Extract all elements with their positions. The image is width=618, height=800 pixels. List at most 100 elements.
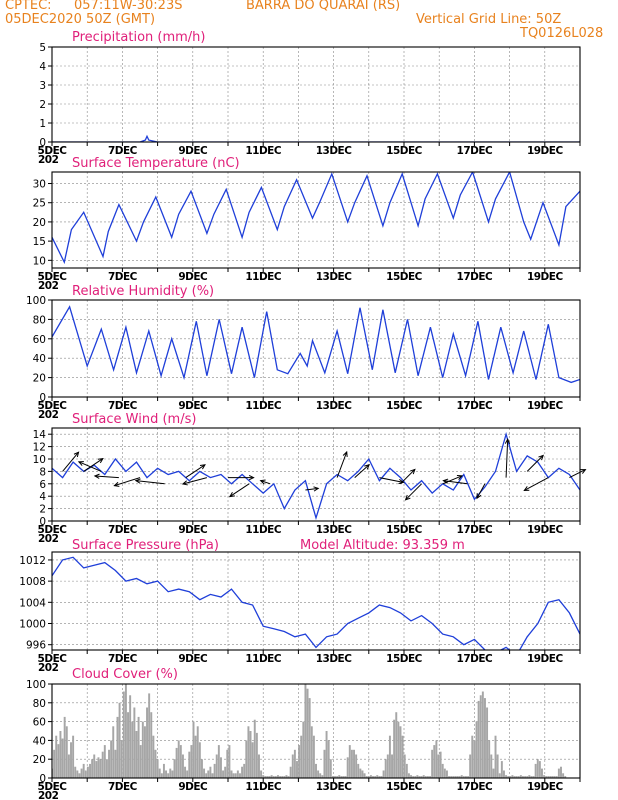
- panel-6-xtick-label: 17DEC: [457, 781, 494, 793]
- panel-6-bar: [346, 757, 349, 778]
- panel-1-series-line: [52, 134, 580, 142]
- panel-6-bar: [315, 763, 317, 778]
- panel-6-bar: [72, 735, 75, 778]
- panel-4-wind-arrowhead: [134, 478, 141, 484]
- panel-6-bar: [114, 749, 117, 778]
- panel-6-bar: [93, 754, 96, 778]
- panel-6-bar: [513, 776, 516, 778]
- panel-3-ytick-label: 0: [39, 392, 46, 404]
- panel-6-bar: [236, 770, 239, 778]
- panel-1-xtick-label: 19DEC: [527, 145, 564, 157]
- panel-4-wind-vector: [78, 461, 102, 472]
- panel-4-wind-vector: [83, 458, 104, 472]
- panel-6-bar: [289, 766, 292, 778]
- panel-5-ytick-label: 1012: [19, 555, 46, 567]
- panel-6-bar: [105, 759, 108, 778]
- panel-4-frame: [51, 427, 581, 522]
- panel-6-bar: [272, 776, 275, 778]
- panel-6-bar: [426, 776, 429, 778]
- panel-4-wind-arrowhead: [181, 480, 188, 486]
- panel-6-bar: [522, 776, 524, 778]
- panel-6-bar: [532, 776, 535, 778]
- panel-6-bar: [165, 770, 168, 778]
- panel-4-ytick-label: 8: [39, 466, 46, 478]
- panel-6-bar: [99, 759, 102, 778]
- panel-6-bar: [181, 754, 184, 778]
- panel-4-wind-vector: [229, 483, 250, 498]
- panel-6-bar: [378, 776, 381, 778]
- panel-6-bar: [336, 776, 339, 778]
- panel-6-bar: [452, 776, 455, 778]
- panel-6-bar: [80, 768, 83, 778]
- panel-6-bar: [86, 766, 89, 778]
- panel-4-wind-vector: [305, 487, 319, 491]
- panel-6-bar: [557, 768, 560, 778]
- panel-6-bar: [410, 775, 413, 778]
- panel-6-bar: [76, 770, 79, 778]
- panel-6-bar: [494, 735, 497, 778]
- panel-4-xtick-label: 7DEC: [108, 524, 138, 536]
- panel-4-series-line: [52, 431, 580, 521]
- panel-6-bar: [245, 740, 248, 778]
- panel-3-xtick-label: 19DEC: [527, 400, 564, 412]
- panel-6-bar: [374, 776, 377, 778]
- panel-5-ytick-label: 996: [26, 640, 46, 652]
- panel-3-ytick-label: 20: [33, 373, 46, 385]
- panel-6-bar: [234, 773, 237, 778]
- panel-6-bar: [348, 745, 351, 778]
- panel-6-bar: [479, 695, 482, 778]
- grid-note: Vertical Grid Line: 50Z: [416, 12, 562, 27]
- panel-6-bar: [416, 775, 419, 778]
- panel-6-bar: [312, 735, 315, 778]
- panel-5-xtick-label: 15DEC: [386, 653, 423, 665]
- panel-2-xtick-label: 17DEC: [457, 271, 494, 283]
- panel-2-xtick-label: 11DEC: [245, 271, 282, 283]
- panel-6-ytick-label: 0: [39, 773, 46, 785]
- panel-6-bar: [274, 776, 277, 778]
- panel-6-bar: [462, 776, 465, 778]
- panel-6-bar: [334, 776, 336, 778]
- panel-4-wind-arrowhead: [504, 438, 511, 444]
- panel-6-bar: [255, 732, 258, 778]
- panel-4-wind-vector: [405, 483, 422, 501]
- panel-6-bar: [454, 776, 457, 778]
- panel-6-bar: [217, 745, 220, 778]
- panel-6-bar: [281, 776, 284, 778]
- panel-6-bar: [133, 707, 136, 778]
- panel-4-wind-arrowhead: [398, 478, 405, 485]
- panel-6-bar: [422, 775, 425, 778]
- panel-6-bar: [405, 763, 408, 778]
- panel-6-bar: [500, 761, 503, 778]
- panel-4-wind-vector: [94, 475, 119, 479]
- panel-6-bar: [477, 700, 480, 778]
- panel-2-ytick-label: 20: [33, 217, 46, 229]
- panel-6-bar: [167, 773, 170, 778]
- panel-6-bar: [285, 775, 288, 778]
- panel-6-bar: [192, 721, 195, 778]
- panel-3-ytick-label: 60: [33, 334, 46, 346]
- panel-6-title: Cloud Cover (%): [72, 667, 178, 682]
- panel-5-series-line: [52, 556, 580, 650]
- panel-6-bar: [203, 768, 206, 778]
- panel-6-bar: [300, 735, 303, 778]
- panel-4-wind-arrowhead: [259, 479, 266, 485]
- panel-6-bar: [146, 707, 149, 778]
- panel-6-bar: [129, 695, 132, 778]
- panel-6-bar: [226, 749, 229, 778]
- panel-6-bar: [407, 773, 410, 778]
- panel-6-bar: [124, 684, 127, 778]
- panel-3-xtick-label: 15DEC: [386, 400, 423, 412]
- panel-4-wind-vector: [505, 439, 509, 478]
- panel-6-bar: [517, 776, 520, 778]
- panel-6-bar: [488, 740, 491, 778]
- panel-6-bar: [369, 775, 372, 778]
- panel-6-bar: [543, 775, 546, 778]
- panel-6-bar: [230, 770, 233, 778]
- panel-4-wind-arrowhead: [523, 486, 530, 491]
- panel-6-bar: [469, 754, 472, 778]
- panel-6-bar: [376, 775, 379, 778]
- panel-1-xtick-label: 11DEC: [245, 145, 282, 157]
- panel-6-bar: [545, 776, 548, 778]
- panel-4-xtick-label: 5DEC: [38, 524, 68, 536]
- panel-6-bar: [534, 763, 537, 778]
